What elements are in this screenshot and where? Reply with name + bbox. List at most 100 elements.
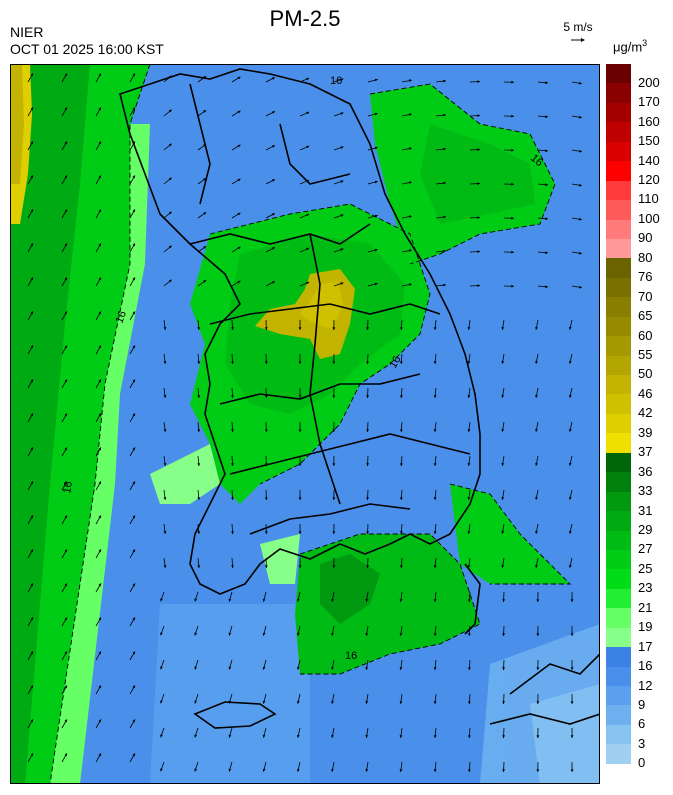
legend-label: 25: [638, 560, 653, 576]
wind-arrowhead: [331, 632, 334, 636]
wind-arrowhead: [502, 769, 506, 772]
legend-swatch: [606, 102, 631, 123]
wind-arrowhead: [132, 515, 135, 519]
wind-arrowhead: [231, 395, 234, 398]
datetime-label: OCT 01 2025 16:00 KST: [10, 41, 164, 57]
wind-arrowhead: [298, 395, 302, 398]
wind-arrowhead: [98, 73, 101, 77]
wind-arrowhead: [477, 114, 480, 118]
wind-arrowhead: [64, 277, 67, 281]
wind-arrowhead: [30, 311, 33, 315]
wind-arrowhead: [298, 565, 302, 568]
wind-arrowhead: [443, 283, 446, 287]
wind-arrowhead: [502, 667, 506, 670]
wind-arrowhead: [197, 395, 201, 398]
wind-arrowhead: [579, 183, 582, 187]
wind-arrowhead: [160, 734, 163, 738]
wind-arrowhead: [203, 144, 207, 147]
wind-arrowhead: [399, 769, 403, 772]
wind-arrowhead: [433, 735, 437, 738]
wind-arrowhead: [399, 531, 403, 534]
wind-arrowhead: [160, 768, 163, 772]
wind-arrowhead: [231, 327, 234, 330]
wind-arrowhead: [30, 107, 33, 111]
wind-arrowhead: [197, 497, 201, 500]
wind-arrowhead: [408, 113, 412, 117]
wind-arrowhead: [197, 565, 201, 568]
wind-arrowhead: [228, 598, 232, 602]
legend-swatch: [606, 258, 631, 278]
legend-swatch: [606, 413, 631, 434]
wind-arrowhead: [467, 395, 471, 398]
wind-arrowhead: [64, 243, 67, 247]
wind-arrowhead: [271, 77, 275, 80]
wind-arrowhead: [30, 277, 33, 281]
legend-swatch: [606, 452, 631, 473]
wind-arrowhead: [332, 429, 336, 432]
wind-arrowhead: [535, 394, 538, 398]
wind-arrowhead: [64, 549, 67, 553]
wind-arrowhead: [570, 633, 574, 636]
wind-arrowhead: [535, 564, 538, 568]
wind-arrowhead: [98, 107, 101, 111]
wind-arrowhead: [197, 327, 201, 330]
wind-arrowhead: [570, 667, 574, 670]
wind-arrowhead: [433, 701, 437, 704]
wind-arrowhead: [340, 146, 344, 149]
wind-arrowhead: [203, 110, 207, 113]
wind-arrowhead: [64, 481, 67, 485]
wind-arrowhead: [502, 701, 506, 704]
wind-arrowhead: [132, 719, 135, 723]
wind-arrowhead: [399, 429, 403, 432]
wind-arrowhead: [467, 701, 471, 704]
wind-arrowhead: [511, 80, 514, 84]
wind-arrowhead: [443, 147, 446, 151]
wind-arrowhead: [366, 361, 370, 364]
wind-arrowhead: [579, 81, 582, 85]
wind-arrowhead: [366, 463, 370, 466]
wind-arrowhead: [264, 429, 268, 432]
legend-label: 23: [638, 580, 653, 596]
wind-arrowhead: [535, 462, 538, 466]
wind-arrowhead: [568, 360, 572, 364]
wind-arrowhead: [160, 666, 163, 670]
wind-arrowhead: [365, 701, 369, 704]
wind-arrowhead: [306, 77, 310, 81]
legend-swatch: [606, 219, 631, 239]
wind-arrowhead: [501, 531, 505, 534]
wind-arrowhead: [298, 497, 302, 500]
wind-arrowhead: [98, 413, 101, 417]
wind-arrowhead: [30, 73, 33, 77]
contour-label: 16: [387, 354, 404, 371]
wind-arrowhead: [197, 429, 201, 432]
legend-label: 6: [638, 716, 646, 732]
wind-arrowhead: [132, 107, 135, 111]
wind-arrowhead: [511, 182, 514, 186]
wind-arrowhead: [30, 515, 33, 519]
wind-arrowhead: [467, 599, 471, 602]
wind-arrowhead: [30, 413, 33, 417]
wind-arrowhead: [501, 497, 505, 500]
wind-arrowhead: [365, 599, 369, 602]
wind-arrowhead: [163, 531, 167, 534]
legend-label: 27: [638, 541, 653, 557]
contour-label: 16: [114, 309, 129, 325]
wind-arrowhead: [467, 497, 471, 500]
wind-arrowhead: [264, 361, 268, 364]
wind-arrowhead: [231, 497, 234, 500]
legend-swatch: [606, 530, 631, 550]
wind-arrowhead: [536, 599, 540, 602]
contour-label: 16: [345, 650, 357, 662]
wind-arrowhead: [64, 311, 67, 315]
wind-arrowhead: [194, 734, 198, 738]
wind-arrowhead: [399, 361, 403, 364]
wind-arrowhead: [366, 531, 370, 534]
wind-arrowhead: [477, 80, 480, 84]
wind-arrowhead: [132, 583, 135, 587]
legend-swatch: [606, 200, 631, 220]
legend-label: 19: [638, 619, 653, 635]
wind-arrowhead: [163, 463, 167, 466]
wind-arrowhead: [332, 463, 336, 466]
wind-arrowhead: [160, 598, 163, 602]
wind-arrowhead: [545, 81, 548, 85]
